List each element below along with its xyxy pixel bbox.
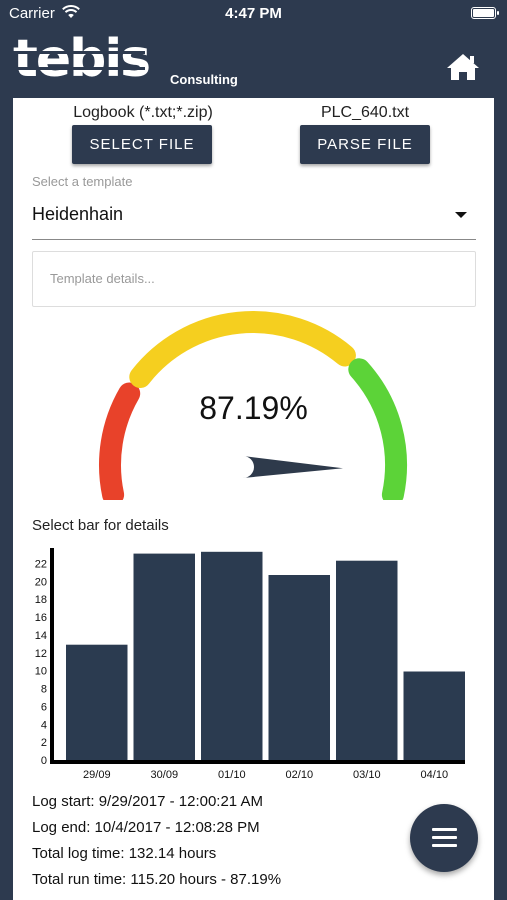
chart-bar[interactable] [403,671,466,761]
chart-bar[interactable] [201,551,263,760]
y-tick-label: 8 [41,684,47,696]
y-tick-label: 14 [35,630,47,642]
y-tick-label: 20 [35,576,47,588]
chart-bar[interactable] [66,644,128,760]
status-bar: Carrier 4:47 PM [0,0,507,30]
x-tick-label: 29/09 [83,769,111,781]
logo-subtitle: Consulting [170,72,238,87]
log-end: Log end: 10/4/2017 - 12:08:28 PM [32,819,260,836]
y-tick-label: 6 [41,701,47,713]
menu-fab-button[interactable] [410,804,478,872]
chart-caption: Select bar for details [32,517,169,534]
x-tick-label: 04/10 [421,769,449,781]
template-label: Select a template [32,174,133,189]
gauge-arc-green [348,358,408,500]
select-file-button[interactable]: SELECT FILE [72,125,212,164]
y-tick-label: 22 [35,558,47,570]
plc-file-label: PLC_640.txt [320,104,410,121]
total-run-time: Total run time: 115.20 hours - 87.19% [32,871,282,888]
wifi-icon [62,5,80,18]
gauge-arc-yellow [129,311,356,388]
template-selected-value: Heidenhain [32,204,124,224]
template-select[interactable]: Heidenhain [32,198,476,240]
total-log-time: Total log time: 132.14 hours [32,845,217,862]
app-header: tebis Consulting [0,30,507,98]
gauge-value: 87.19% [199,390,308,426]
carrier-label: Carrier [9,5,55,22]
daily-bar-chart[interactable]: 0 2 4 6 8 10 12 14 16 18 20 22 29/09 30/09 01/10 02/10 0… [27,544,467,784]
template-details-field[interactable]: Template details... [32,251,476,307]
dropdown-caret-icon [455,212,467,218]
logo-text: tebis [13,29,151,89]
y-tick-label: 10 [35,666,47,678]
x-tick-label: 30/09 [151,769,179,781]
parse-file-button[interactable]: PARSE FILE [300,125,430,164]
y-axis [50,548,54,764]
home-icon[interactable] [446,52,480,82]
y-tick-label: 4 [41,719,47,731]
y-tick-label: 0 [41,755,47,767]
y-tick-label: 18 [35,594,47,606]
gauge-arc-red [99,382,141,500]
clock: 4:47 PM [225,5,282,22]
y-tick-label: 16 [35,612,47,624]
x-axis [50,760,465,764]
template-details-placeholder: Template details... [50,271,155,286]
chart-bar[interactable] [268,575,331,760]
log-start: Log start: 9/29/2017 - 12:00:21 AM [32,793,263,810]
gauge-needle [242,456,343,479]
logbook-label: Logbook (*.txt;*.zip) [73,104,213,121]
chart-bar[interactable] [336,560,398,760]
y-tick-label: 12 [35,648,47,660]
battery-icon [471,7,499,19]
x-tick-label: 01/10 [218,769,246,781]
tebis-logo: tebis [13,33,151,85]
efficiency-gauge [99,311,408,500]
main-content: Logbook (*.txt;*.zip) SELECT FILE PLC_64… [13,98,494,900]
chart-bar[interactable] [133,553,196,760]
x-tick-label: 02/10 [286,769,314,781]
y-tick-label: 2 [41,737,47,749]
x-tick-label: 03/10 [353,769,381,781]
